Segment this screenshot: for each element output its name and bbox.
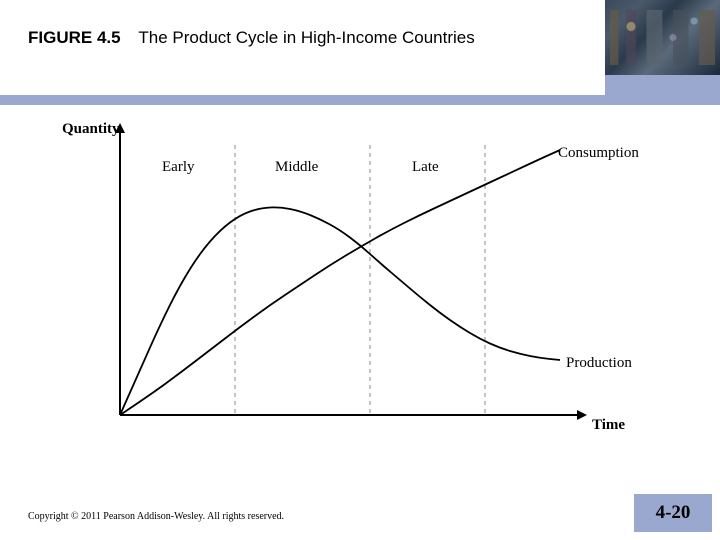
figure-number: FIGURE 4.5 [28,28,121,47]
page-number-badge: 4-20 [634,494,712,532]
phase-label-late: Late [412,159,439,176]
figure-caption: The Product Cycle in High-Income Countri… [138,28,474,47]
page-number: 4-20 [656,502,691,524]
y-axis-label: Quantity [62,121,120,138]
accent-bar [0,95,605,105]
chart-svg [60,115,650,455]
decorative-corner-photo [605,0,720,75]
accent-bar-right [605,75,720,105]
figure-title: FIGURE 4.5 The Product Cycle in High-Inc… [28,28,590,48]
curve-label-production: Production [566,355,632,372]
x-axis-label: Time [592,417,625,434]
copyright-text: Copyright © 2011 Pearson Addison-Wesley.… [28,511,284,522]
product-cycle-chart: Quantity Time Early Middle Late Consumpt… [60,115,650,455]
phase-label-early: Early [162,159,194,176]
phase-label-middle: Middle [275,159,318,176]
curve-label-consumption: Consumption [558,145,639,162]
